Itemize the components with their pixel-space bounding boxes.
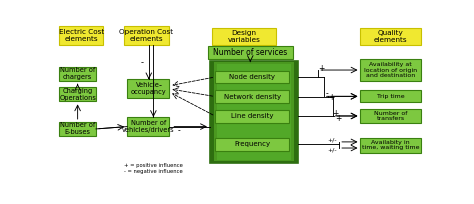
Text: +/-: +/-: [328, 147, 337, 152]
Text: Frequency: Frequency: [234, 142, 270, 147]
FancyBboxPatch shape: [360, 59, 421, 81]
FancyBboxPatch shape: [127, 79, 169, 98]
Text: Electric Cost
elements: Electric Cost elements: [59, 29, 104, 42]
Text: +: +: [332, 109, 339, 118]
FancyBboxPatch shape: [217, 64, 291, 160]
Text: Number of
transfers: Number of transfers: [374, 111, 408, 121]
Text: +: +: [335, 114, 341, 123]
Text: + = positive influence
- = negative influence: + = positive influence - = negative infl…: [124, 163, 182, 174]
FancyBboxPatch shape: [215, 71, 289, 83]
FancyBboxPatch shape: [215, 138, 289, 151]
Text: Number of
E-buses: Number of E-buses: [60, 122, 95, 135]
FancyBboxPatch shape: [208, 46, 292, 59]
FancyBboxPatch shape: [210, 61, 298, 163]
FancyBboxPatch shape: [212, 28, 276, 45]
Text: +: +: [328, 93, 334, 102]
FancyBboxPatch shape: [360, 90, 421, 102]
FancyBboxPatch shape: [215, 110, 289, 123]
Text: Charging
Operations: Charging Operations: [59, 88, 96, 101]
Text: +: +: [318, 64, 324, 73]
Text: -: -: [158, 81, 162, 90]
Text: Number of services: Number of services: [213, 48, 287, 57]
FancyBboxPatch shape: [59, 122, 96, 136]
Text: -: -: [325, 89, 328, 98]
Text: Number of
vehicles/drivers: Number of vehicles/drivers: [122, 120, 174, 133]
Text: Network density: Network density: [224, 94, 281, 100]
Text: -: -: [141, 58, 144, 67]
Text: Line density: Line density: [231, 113, 273, 119]
FancyBboxPatch shape: [360, 137, 421, 153]
Text: Vehicle
occupancy: Vehicle occupancy: [130, 82, 166, 95]
Text: Operation Cost
elements: Operation Cost elements: [119, 29, 173, 42]
Text: Availability at
location of origin
and destination: Availability at location of origin and d…: [364, 62, 417, 78]
Text: Trip time: Trip time: [377, 94, 405, 99]
FancyBboxPatch shape: [215, 90, 289, 103]
FancyBboxPatch shape: [59, 67, 96, 81]
Text: Design
variables: Design variables: [228, 30, 260, 43]
FancyBboxPatch shape: [360, 109, 421, 123]
FancyBboxPatch shape: [360, 28, 421, 45]
Text: Node density: Node density: [229, 74, 275, 80]
FancyBboxPatch shape: [124, 26, 169, 45]
FancyBboxPatch shape: [127, 117, 169, 136]
Text: -: -: [177, 126, 180, 135]
Text: Quality
elements: Quality elements: [374, 30, 408, 43]
FancyBboxPatch shape: [59, 26, 103, 45]
Text: +/-: +/-: [328, 137, 337, 142]
Text: Number of
chargers: Number of chargers: [60, 68, 95, 80]
Text: Availabity in
time, waiting time: Availabity in time, waiting time: [362, 140, 419, 150]
FancyBboxPatch shape: [59, 87, 96, 101]
FancyBboxPatch shape: [214, 62, 293, 161]
